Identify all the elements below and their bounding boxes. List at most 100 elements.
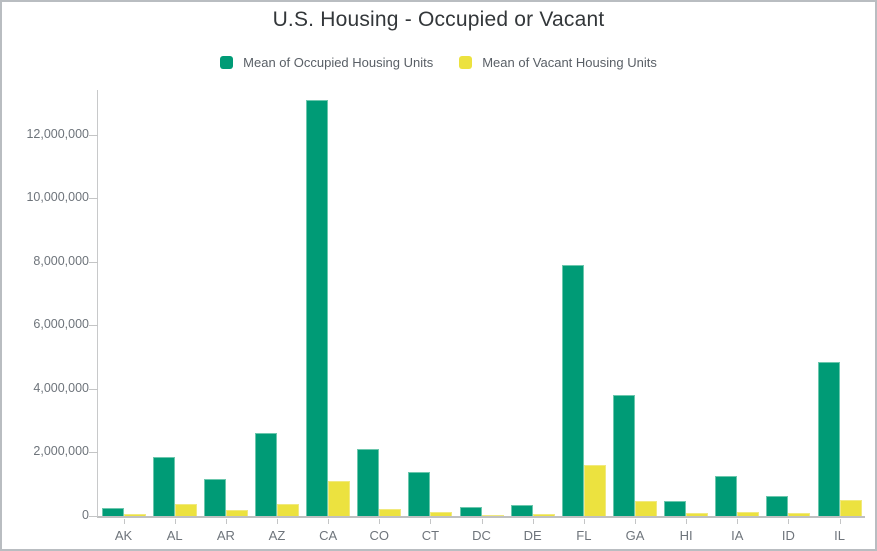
bar-vacant-dc[interactable] (481, 514, 504, 516)
bar-occupied-id[interactable] (766, 496, 789, 516)
y-axis-tick-label: 2,000,000 (33, 444, 89, 459)
bar-occupied-ia[interactable] (715, 475, 738, 516)
x-axis-label-fl: FL (558, 519, 609, 543)
x-axis-label-de: DE (507, 519, 558, 543)
chart-title: U.S. Housing - Occupied or Vacant (272, 8, 605, 31)
x-axis-tick (123, 519, 125, 524)
legend-label: Mean of Vacant Housing Units (482, 55, 657, 70)
legend-swatch-vacant (459, 56, 473, 69)
x-axis-tick (583, 519, 585, 524)
legend: Mean of Occupied Housing Units Mean of Va… (2, 55, 875, 70)
bar-occupied-ct[interactable] (408, 472, 431, 516)
bar-group-ia (712, 90, 763, 516)
legend-swatch-occupied (220, 56, 234, 69)
y-axis-tick-label: 6,000,000 (33, 317, 89, 332)
x-axis-tick (174, 519, 176, 524)
x-axis-tick (788, 519, 790, 524)
x-axis-label-ca: CA (303, 519, 354, 543)
x-axis-label-il: IL (814, 519, 865, 543)
bar-vacant-ct[interactable] (430, 512, 453, 516)
bar-group-az (251, 90, 302, 516)
bar-vacant-ca[interactable] (328, 481, 351, 516)
y-axis-tick-label: 12,000,000 (26, 126, 89, 141)
y-axis-tick (89, 325, 98, 327)
x-axis-label-dc: DC (456, 519, 507, 543)
bar-group-hi (661, 90, 712, 516)
bar-occupied-ar[interactable] (203, 479, 226, 516)
bar-occupied-co[interactable] (357, 449, 380, 516)
bar-occupied-ga[interactable] (612, 395, 635, 516)
x-axis-tick (737, 519, 739, 524)
y-axis-tick (89, 261, 98, 263)
y-axis-tick (89, 452, 98, 454)
x-axis-tick (379, 519, 381, 524)
bar-vacant-ak[interactable] (123, 514, 146, 516)
plot-area: 0 2,000,000 4,000,000 6,000,000 8,000,000 10,… (26, 90, 865, 522)
bar-group-ak (98, 90, 149, 516)
y-axis-tick-label: 10,000,000 (26, 190, 89, 205)
legend-label: Mean of Occupied Housing Units (243, 55, 434, 70)
legend-item-occupied[interactable]: Mean of Occupied Housing Units (220, 55, 433, 70)
bar-vacant-al[interactable] (174, 504, 197, 516)
bar-occupied-az[interactable] (254, 432, 277, 516)
bar-vacant-ar[interactable] (225, 509, 248, 516)
bar-occupied-fl[interactable] (561, 264, 584, 516)
bar-occupied-ak[interactable] (101, 508, 124, 516)
y-axis-tick-label: 0 (82, 508, 89, 522)
bar-occupied-de[interactable] (510, 504, 533, 516)
bar-occupied-ca[interactable] (306, 99, 329, 516)
bar-occupied-al[interactable] (152, 456, 175, 516)
bar-group-al (149, 90, 200, 516)
y-axis-tick (89, 198, 98, 200)
y-axis-tick (89, 134, 98, 136)
x-axis-tick (686, 519, 688, 524)
y-axis-tick-label: 4,000,000 (33, 380, 89, 395)
x-axis-tick (481, 519, 483, 524)
y-axis-tick (89, 516, 98, 517)
x-axis-tick (430, 519, 432, 524)
bar-group-fl (558, 90, 609, 516)
x-axis-label-al: AL (149, 519, 200, 543)
x-axis-label-co: CO (354, 519, 405, 543)
legend-item-vacant[interactable]: Mean of Vacant Housing Units (459, 55, 657, 70)
bar-vacant-id[interactable] (788, 513, 811, 516)
x-axis-label-ga: GA (609, 519, 660, 543)
bars-container (98, 90, 865, 516)
x-axis-label-az: AZ (251, 519, 302, 543)
x-axis-labels: AK AL AR AZ CA CO CT DC DE FL GA HI IA ID IL (98, 519, 865, 543)
x-axis-label-ar: AR (200, 519, 251, 543)
x-axis-tick (839, 519, 841, 524)
x-axis-label-ct: CT (405, 519, 456, 543)
x-axis-tick (532, 519, 534, 524)
x-axis-tick (276, 519, 278, 524)
y-axis-tick-label: 8,000,000 (33, 253, 89, 268)
bar-occupied-dc[interactable] (459, 507, 482, 516)
bar-occupied-hi[interactable] (664, 501, 687, 516)
x-axis-label-ia: IA (712, 519, 763, 543)
x-axis-tick (328, 519, 330, 524)
y-axis-tick (89, 388, 98, 390)
x-axis-label-id: ID (763, 519, 814, 543)
bar-vacant-ga[interactable] (634, 500, 657, 516)
x-axis-tick (225, 519, 227, 524)
x-axis-label-hi: HI (661, 519, 712, 543)
bar-group-id (763, 90, 814, 516)
bar-vacant-ia[interactable] (737, 511, 760, 516)
bar-vacant-az[interactable] (276, 503, 299, 516)
bar-occupied-il[interactable] (817, 361, 840, 516)
bar-vacant-il[interactable] (839, 500, 862, 516)
bar-group-ga (609, 90, 660, 516)
bar-group-dc (456, 90, 507, 516)
bar-vacant-de[interactable] (532, 514, 555, 516)
bar-vacant-fl[interactable] (583, 465, 606, 516)
bar-vacant-hi[interactable] (686, 513, 709, 516)
bar-group-co (354, 90, 405, 516)
bar-vacant-co[interactable] (379, 508, 402, 516)
bar-group-ar (200, 90, 251, 516)
x-axis-label-ak: AK (98, 519, 149, 543)
bar-group-il (814, 90, 865, 516)
bar-group-de (507, 90, 558, 516)
bar-group-ct (405, 90, 456, 516)
x-axis-tick (634, 519, 636, 524)
